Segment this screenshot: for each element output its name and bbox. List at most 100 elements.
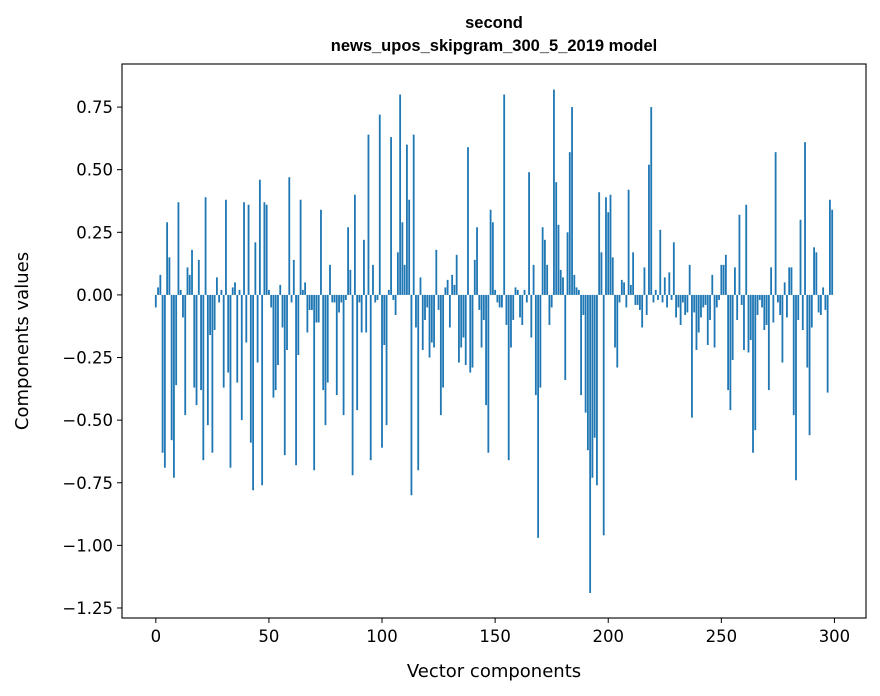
bar: [448, 294, 451, 328]
bar: [406, 144, 408, 295]
bar: [776, 294, 779, 303]
bar: [159, 274, 162, 295]
bar: [367, 134, 370, 295]
bar: [184, 294, 187, 416]
x-tick-label: 0: [151, 627, 162, 646]
bar: [695, 294, 698, 351]
bar: [611, 257, 614, 295]
bar: [353, 194, 356, 295]
bar: [399, 94, 402, 295]
bar: [417, 294, 420, 471]
bar: [245, 294, 248, 343]
bar: [519, 294, 521, 318]
bar: [166, 222, 169, 295]
x-axis-label: Vector components: [407, 661, 581, 682]
bar: [363, 239, 365, 295]
bar: [387, 289, 390, 295]
bar: [471, 294, 474, 368]
bar: [261, 294, 264, 486]
bar: [455, 254, 458, 295]
bar: [211, 294, 214, 453]
bar: [557, 224, 560, 295]
bar: [439, 294, 442, 416]
bar: [779, 294, 782, 315]
bar: [681, 294, 684, 303]
bar: [476, 227, 478, 295]
bar: [625, 294, 628, 308]
bar: [605, 197, 607, 295]
bar: [765, 294, 768, 325]
bar: [675, 294, 677, 318]
bar: [686, 294, 689, 313]
bar: [738, 214, 741, 295]
bar: [648, 164, 650, 295]
bar: [385, 294, 388, 426]
bar: [510, 294, 512, 348]
bar: [620, 279, 623, 295]
bar: [464, 294, 467, 366]
bar: [419, 277, 422, 295]
bar: [301, 289, 304, 295]
bar: [591, 294, 594, 478]
bar: [297, 294, 300, 356]
bar: [458, 294, 460, 363]
bar: [799, 219, 802, 295]
bar: [634, 294, 637, 305]
bar: [322, 294, 325, 391]
bar: [424, 294, 426, 320]
bar: [340, 294, 343, 303]
bar: [792, 294, 795, 416]
bar: [365, 294, 368, 333]
bar: [539, 294, 542, 388]
bar: [308, 294, 311, 310]
bar: [747, 294, 750, 353]
bar: [824, 294, 827, 310]
bar: [564, 294, 567, 381]
bar: [654, 289, 657, 295]
bar: [473, 259, 476, 295]
bar: [215, 277, 218, 295]
bar: [756, 294, 759, 315]
bar: [396, 252, 399, 295]
plot-area-frame: [121, 63, 867, 619]
bar: [213, 294, 216, 330]
bar: [433, 294, 435, 348]
bar: [706, 294, 709, 346]
bar: [607, 212, 610, 295]
bar: [770, 267, 773, 295]
bar: [593, 294, 596, 438]
bar: [426, 294, 429, 308]
bar: [182, 294, 184, 318]
bar: [629, 284, 632, 295]
bar: [822, 287, 825, 295]
bar: [668, 272, 671, 295]
bar: [390, 137, 392, 295]
y-tick-label: 0.75: [76, 98, 113, 117]
bar: [317, 294, 320, 323]
bar: [234, 282, 236, 295]
bar: [290, 294, 293, 303]
bar: [679, 294, 682, 325]
bar: [401, 222, 404, 295]
bar: [573, 274, 576, 295]
bar: [222, 294, 225, 388]
y-tick-label: 0.50: [76, 161, 113, 180]
bar: [249, 294, 252, 443]
bar: [795, 294, 797, 481]
bar: [507, 294, 510, 461]
bar: [358, 294, 361, 303]
bar: [412, 134, 415, 295]
bar: [435, 249, 438, 295]
bar: [609, 194, 612, 295]
bar: [752, 294, 754, 453]
bar: [415, 294, 417, 328]
bar: [783, 282, 786, 295]
bar: [528, 172, 530, 295]
bar: [206, 294, 209, 426]
bar: [711, 274, 714, 295]
bar: [657, 294, 659, 300]
bar: [170, 294, 173, 441]
bar: [378, 114, 381, 295]
bar: [288, 177, 291, 295]
bar: [263, 202, 266, 295]
